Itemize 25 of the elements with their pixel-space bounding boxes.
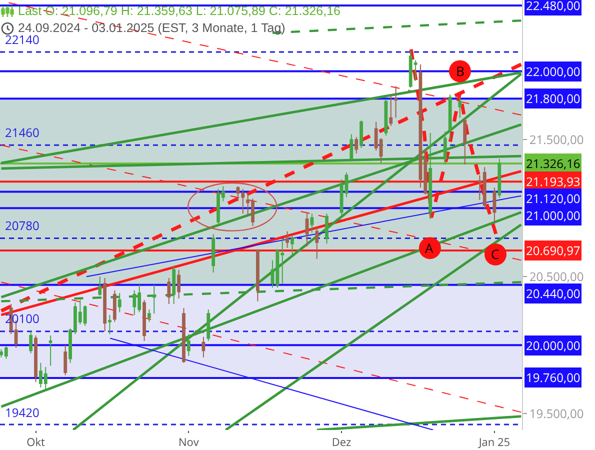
ref-line-label: 21.326,16 — [526, 155, 580, 172]
ref-line-label: 21.193,93 — [526, 173, 580, 190]
ref-line-label: 21460 — [5, 124, 40, 141]
ref-line-label: 20.440,00 — [526, 285, 580, 302]
ref-line-label: 21.000,00 — [526, 207, 580, 224]
chart-title: Last O: 21.096,79 H: 21.359,63 L: 21.075,89 C: 21.326,16 — [18, 3, 340, 20]
x-tick-label: Jan 25 — [478, 435, 510, 450]
annotation: A — [425, 239, 434, 257]
ref-line-label: 21.800,00 — [526, 90, 580, 107]
y-tick-label: 20.500,00 — [529, 268, 584, 285]
ref-line-label: 20.690,97 — [526, 242, 580, 259]
ref-line-label: 20.000,00 — [526, 337, 580, 354]
y-tick-label: 21.500,00 — [529, 130, 584, 148]
ref-line-label: 19420 — [5, 404, 40, 421]
ref-line-label: 22.480,00 — [526, 0, 580, 14]
x-tick-label: Nov — [178, 435, 200, 450]
x-tick-label: Dez — [332, 435, 352, 450]
annotation: C — [491, 245, 500, 263]
annotation: B — [456, 62, 464, 80]
ref-line-label: 22.000,00 — [526, 63, 580, 80]
ref-line-label: 21.120,00 — [526, 190, 580, 207]
y-tick-label: 19.500,00 — [529, 404, 584, 422]
x-tick-label: Okt — [26, 435, 45, 450]
ref-line-label: 19.760,00 — [526, 369, 580, 386]
ref-line-label: 20780 — [5, 217, 40, 234]
